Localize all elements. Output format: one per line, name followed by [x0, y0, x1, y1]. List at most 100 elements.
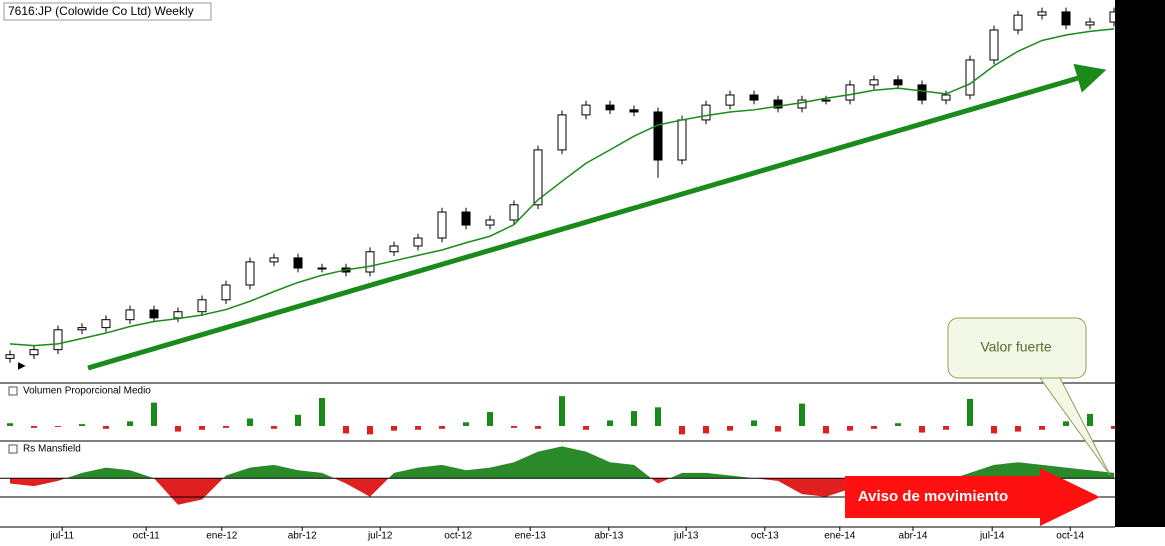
candle-body [53, 329, 63, 351]
candle-body [1061, 11, 1071, 26]
volume-bar [1039, 426, 1045, 430]
x-tick-label: jul-12 [367, 531, 393, 542]
candle-body [653, 111, 663, 161]
x-tick-label: oct-12 [444, 531, 472, 542]
volume-bar [991, 426, 997, 434]
volume-bar [463, 422, 469, 426]
volume-bar [367, 426, 373, 435]
candle-body [677, 119, 687, 161]
candle-body [389, 245, 399, 253]
warning-arrow [845, 468, 1100, 526]
volume-bar [1063, 421, 1069, 426]
volume-bar [703, 426, 709, 434]
volume-bar [103, 426, 109, 429]
candle-body [149, 309, 159, 319]
x-tick-label: oct-11 [133, 531, 160, 542]
volume-bar [223, 426, 229, 428]
volume-bar [511, 426, 517, 428]
chart-title: 7616:JP (Colowide Co Ltd) Weekly [8, 4, 194, 18]
volume-bar [775, 426, 781, 432]
candle-body [5, 354, 15, 359]
volume-bar [127, 421, 133, 426]
trend-arrow [87, 63, 1107, 371]
x-tick-label: jul-14 [979, 531, 1005, 542]
panel-title: Rs Mansfield [23, 444, 81, 455]
candle-body [125, 309, 135, 321]
rs-area-negative [10, 478, 1114, 505]
candle-body [701, 104, 711, 121]
callout-box [947, 317, 1087, 379]
collapse-box[interactable] [8, 386, 18, 396]
candle-body [317, 267, 327, 270]
annotation: Aviso de movimiento [858, 488, 1008, 505]
candle-body [629, 109, 639, 113]
candle-body [941, 94, 951, 101]
x-tick-label: abr-13 [594, 531, 623, 542]
candle-body [605, 104, 615, 111]
volume-bar [487, 412, 493, 426]
x-tick-label: ene-14 [824, 531, 856, 542]
candle-body [197, 299, 207, 313]
moving-average [9, 28, 1115, 347]
volume-bar [895, 423, 901, 426]
candle-body [749, 94, 759, 101]
volume-bar [439, 426, 445, 429]
candle-body [893, 79, 903, 86]
volume-bar [607, 420, 613, 426]
title-box [3, 2, 212, 21]
volume-bar [7, 423, 13, 426]
volume-bar [655, 407, 661, 426]
volume-bar [343, 426, 349, 434]
volume-bar [943, 426, 949, 430]
volume-bar [391, 426, 397, 431]
candle-body [101, 319, 111, 329]
candle-body [821, 99, 831, 102]
candle-body [581, 104, 591, 116]
candle-body [269, 257, 279, 263]
candle-body [965, 59, 975, 96]
collapse-box[interactable] [8, 444, 18, 454]
candle-body [509, 204, 519, 221]
candle-body [773, 99, 783, 109]
volume-bar [799, 403, 805, 426]
candle-body [173, 311, 183, 319]
volume-bar [727, 426, 733, 431]
volume-bar [823, 426, 829, 434]
volume-bar [271, 426, 277, 429]
candle-body [869, 79, 879, 86]
volume-bar [679, 426, 685, 435]
candle-body [413, 237, 423, 247]
candle-body [365, 251, 375, 273]
volume-bar [535, 426, 541, 429]
candle-body [77, 327, 87, 331]
x-tick-label: ene-13 [515, 531, 547, 542]
candle-body [533, 149, 543, 206]
volume-bar [967, 398, 973, 426]
candle-body [797, 99, 807, 109]
candle-body [917, 84, 927, 101]
volume-bar [919, 426, 925, 433]
x-tick-label: ene-12 [206, 531, 238, 542]
candle-body [293, 257, 303, 269]
volume-bar [79, 424, 85, 426]
volume-bar [247, 418, 253, 426]
volume-bar [1111, 426, 1117, 429]
x-tick-label: oct-13 [751, 531, 779, 542]
candle-body [1037, 11, 1047, 16]
rs-area-positive [66, 446, 1114, 478]
play-icon[interactable]: ▶ [18, 361, 26, 372]
x-tick-label: oct-14 [1056, 531, 1084, 542]
volume-bar [847, 426, 853, 431]
volume-bar [1015, 426, 1021, 432]
x-tick-label: abr-12 [288, 531, 317, 542]
candle-body [557, 114, 567, 151]
candle-body [1013, 14, 1023, 31]
candle-body [245, 261, 255, 286]
volume-bar [55, 426, 61, 427]
volume-bar [175, 426, 181, 432]
volume-bar [631, 411, 637, 426]
candle-body [1085, 21, 1095, 26]
right-axis [1115, 0, 1165, 527]
candle-body [485, 219, 495, 226]
